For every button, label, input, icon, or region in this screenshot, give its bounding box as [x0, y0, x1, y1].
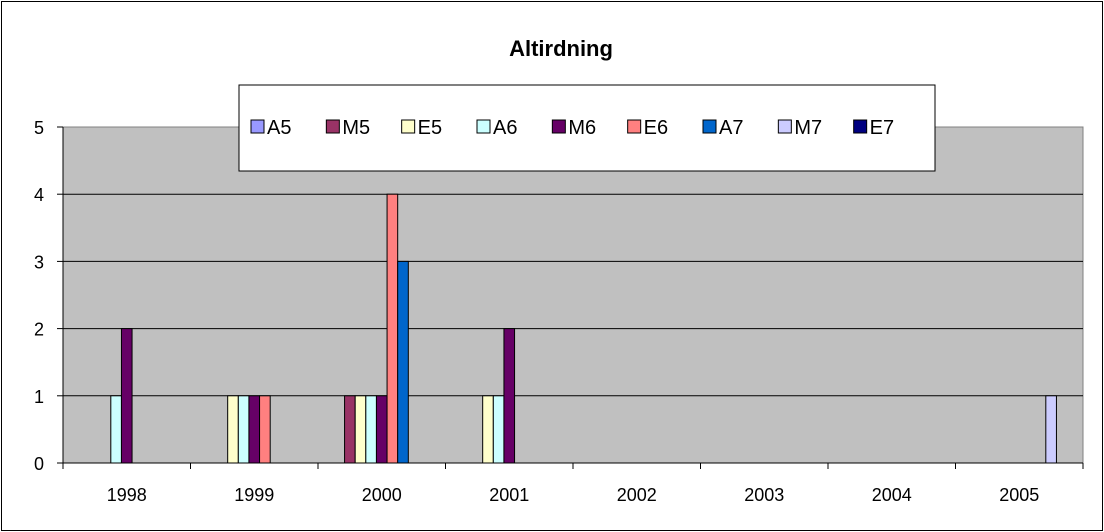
y-tick-label: 2: [34, 320, 44, 340]
bar: [354, 395, 367, 464]
legend-label: M5: [342, 117, 370, 139]
legend-swatch: [777, 119, 792, 134]
legend-swatch: [476, 119, 491, 134]
legend-swatch: [627, 119, 642, 134]
legend-label: A7: [719, 117, 743, 139]
x-tick-label: 2003: [744, 485, 784, 505]
bar: [344, 395, 356, 464]
legend-swatch: [702, 119, 717, 134]
axes: 0 1 2 3 4 5 1998 1999 2000 2001 2002 2003 2004 2005: [34, 118, 1084, 505]
bar: [365, 395, 377, 464]
legend-label: A5: [267, 117, 291, 139]
legend-label: M6: [568, 117, 596, 139]
chart-title: Altirdning: [509, 36, 613, 61]
bar: [248, 395, 261, 464]
legend-swatch: [250, 119, 265, 134]
bar: [503, 328, 516, 464]
x-tick-label: 2000: [362, 485, 402, 505]
y-tick-label: 3: [34, 252, 44, 272]
plot-area: [62, 126, 1084, 464]
legend-swatch: [325, 119, 340, 134]
legend-swatch: [853, 119, 868, 134]
legend-label: A6: [493, 117, 517, 139]
legend-label: E6: [644, 117, 668, 139]
bar: [237, 395, 250, 464]
x-tick-label: 2004: [872, 485, 912, 505]
bar: [386, 193, 399, 464]
bar: [492, 395, 505, 464]
legend-label: E7: [870, 117, 894, 139]
y-tick-label: 1: [34, 387, 44, 407]
bar: [227, 395, 239, 464]
legend-box: [238, 84, 936, 172]
x-tick-label: 2002: [617, 485, 657, 505]
x-tick-label: 2005: [999, 485, 1039, 505]
bar: [259, 395, 271, 464]
x-tick-label: 2001: [489, 485, 529, 505]
legend-label: E5: [418, 117, 442, 139]
bar: [375, 395, 388, 464]
legend-swatch: [551, 119, 566, 134]
legend-swatch: [401, 119, 416, 134]
bar: [110, 395, 122, 464]
bars: [110, 193, 1057, 464]
bar: [397, 260, 409, 464]
legend: A5 M5 E5 A6 M6 E6 A7 M7 E7: [238, 84, 936, 172]
bar: [1045, 395, 1057, 464]
y-tick-label: 5: [34, 118, 44, 138]
y-tick-label: 0: [34, 454, 44, 474]
y-tick-label: 4: [34, 185, 44, 205]
bar: [120, 328, 133, 464]
x-tick-label: 1998: [107, 485, 147, 505]
x-tick-label: 1999: [234, 485, 274, 505]
legend-label: M7: [794, 117, 822, 139]
bar: [482, 395, 494, 464]
